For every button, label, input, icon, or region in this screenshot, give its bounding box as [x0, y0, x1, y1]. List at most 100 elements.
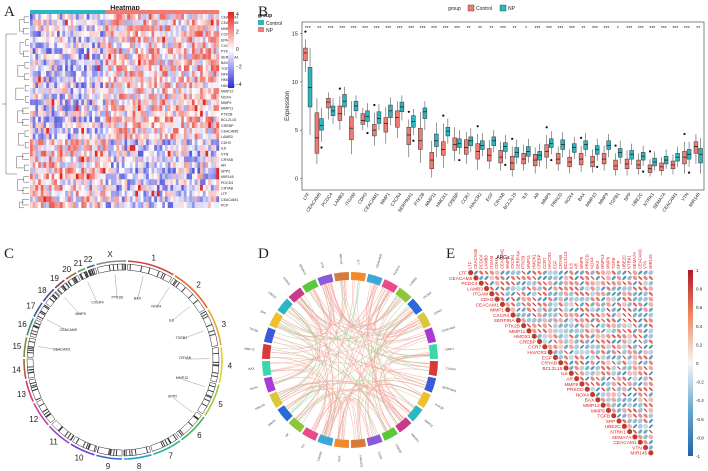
heatmap-cell	[205, 116, 209, 123]
heatmap-cell	[94, 139, 98, 146]
corr-ellipse	[637, 402, 643, 408]
heatmap-cell	[84, 48, 87, 55]
heatmap-cell	[216, 162, 220, 169]
heatmap-cell	[111, 173, 114, 180]
significance-mark: ***	[385, 26, 391, 32]
cytoband	[188, 293, 194, 299]
chord-segment	[407, 298, 423, 315]
corr-ellipse	[622, 376, 627, 381]
corr-ellipse	[511, 291, 515, 296]
heatmap-cell	[116, 42, 120, 49]
heatmap-cell	[32, 31, 36, 37]
heatmap-cell	[54, 71, 58, 77]
heatmap-cell	[116, 179, 120, 186]
heatmap-cell	[38, 31, 41, 37]
heatmap-cell	[73, 76, 77, 83]
corr-ellipse	[542, 328, 547, 333]
heatmap-cell	[111, 31, 114, 37]
corr-ellipse	[648, 344, 653, 349]
heatmap-cell	[43, 93, 47, 100]
heatmap-cell	[48, 116, 52, 123]
chord-link	[366, 282, 423, 395]
heatmap-cell	[51, 190, 55, 197]
heatmap-cell	[165, 185, 168, 191]
chord-segment-label: IL6	[300, 443, 306, 449]
heatmap-cell	[181, 93, 185, 100]
annotation-cell	[143, 10, 147, 14]
heatmap-cell	[48, 65, 52, 72]
heatmap-cell	[51, 145, 55, 151]
heatmap-cell	[156, 179, 160, 186]
heatmap-cell	[197, 76, 201, 83]
heatmap-cell	[167, 190, 171, 197]
heatmap-cell	[183, 173, 187, 180]
heatmap-cell	[102, 179, 106, 186]
corr-ellipse	[585, 275, 590, 281]
annotation-cell	[194, 10, 198, 14]
heatmap-cell	[100, 179, 104, 186]
heatmap-cell	[59, 156, 63, 163]
significance-mark: **	[696, 26, 700, 32]
heatmap-cell	[156, 128, 160, 134]
corr-column-label: PCDC4	[478, 254, 483, 269]
cytoband	[87, 443, 91, 450]
heatmap-gene-label: CEACAM5	[221, 130, 238, 134]
corr-ellipse	[606, 397, 611, 403]
heatmap-cell	[200, 128, 203, 134]
corr-diagonal-cell	[643, 445, 649, 451]
corr-ellipse	[563, 280, 569, 286]
corr-ellipse	[648, 440, 653, 445]
corr-row-label: SERPINA	[494, 318, 516, 324]
heatmap-cell	[62, 122, 66, 129]
corr-ellipse	[643, 381, 648, 387]
heatmap-cell	[148, 110, 152, 117]
corr-ellipse	[568, 339, 574, 345]
heatmap-cell	[57, 25, 60, 32]
heatmap-cell	[113, 173, 117, 180]
heatmap-cell	[127, 179, 131, 186]
heatmap-cell	[81, 128, 85, 134]
corr-ellipse	[595, 286, 601, 291]
corr-scale-tick: -0.8	[696, 435, 704, 440]
heatmap-cell	[151, 128, 155, 134]
heatmap-cell	[75, 173, 79, 180]
heatmap-cell	[75, 139, 79, 146]
corr-ellipse	[638, 381, 643, 386]
heatmap-cell	[89, 150, 93, 157]
heatmap-cell	[178, 167, 182, 174]
corr-column-label: LTF	[468, 261, 473, 269]
heatmap-cell	[194, 110, 198, 117]
heatmap-cell	[197, 48, 201, 55]
heatmap-cell	[70, 53, 74, 60]
heatmap-cell	[65, 202, 68, 208]
corr-ellipse	[600, 302, 606, 307]
heatmap-cell	[140, 25, 144, 32]
heatmap-cell	[57, 65, 60, 72]
np-box	[434, 133, 439, 147]
heatmap-cell	[62, 202, 66, 208]
corr-ellipse	[574, 360, 579, 365]
corr-ellipse	[601, 297, 606, 302]
corr-ellipse	[616, 355, 622, 360]
heatmap-cell	[35, 179, 39, 186]
heatmap-cell	[84, 202, 87, 208]
cytoband	[80, 273, 84, 280]
corr-ellipse	[563, 312, 569, 318]
heatmap-cell	[170, 139, 174, 146]
heatmap-cell	[40, 133, 44, 140]
corr-ellipse	[584, 323, 590, 329]
heatmap-cell	[75, 105, 79, 112]
heatmap-cell	[213, 139, 217, 146]
significance-mark: ***	[328, 26, 334, 32]
heatmap-cell	[100, 150, 104, 157]
corr-ellipse	[590, 280, 595, 286]
heatmap-cell	[151, 185, 155, 191]
heatmap-cell	[86, 116, 90, 123]
heatmap-cell	[210, 122, 214, 129]
heatmap-cell	[181, 31, 185, 37]
heatmap-cell	[78, 48, 82, 55]
heatmap-cell	[59, 48, 63, 55]
circos-gene-label: CRYAB	[179, 356, 192, 360]
heatmap-cell	[105, 82, 109, 89]
dendrogram-branch	[23, 176, 29, 183]
